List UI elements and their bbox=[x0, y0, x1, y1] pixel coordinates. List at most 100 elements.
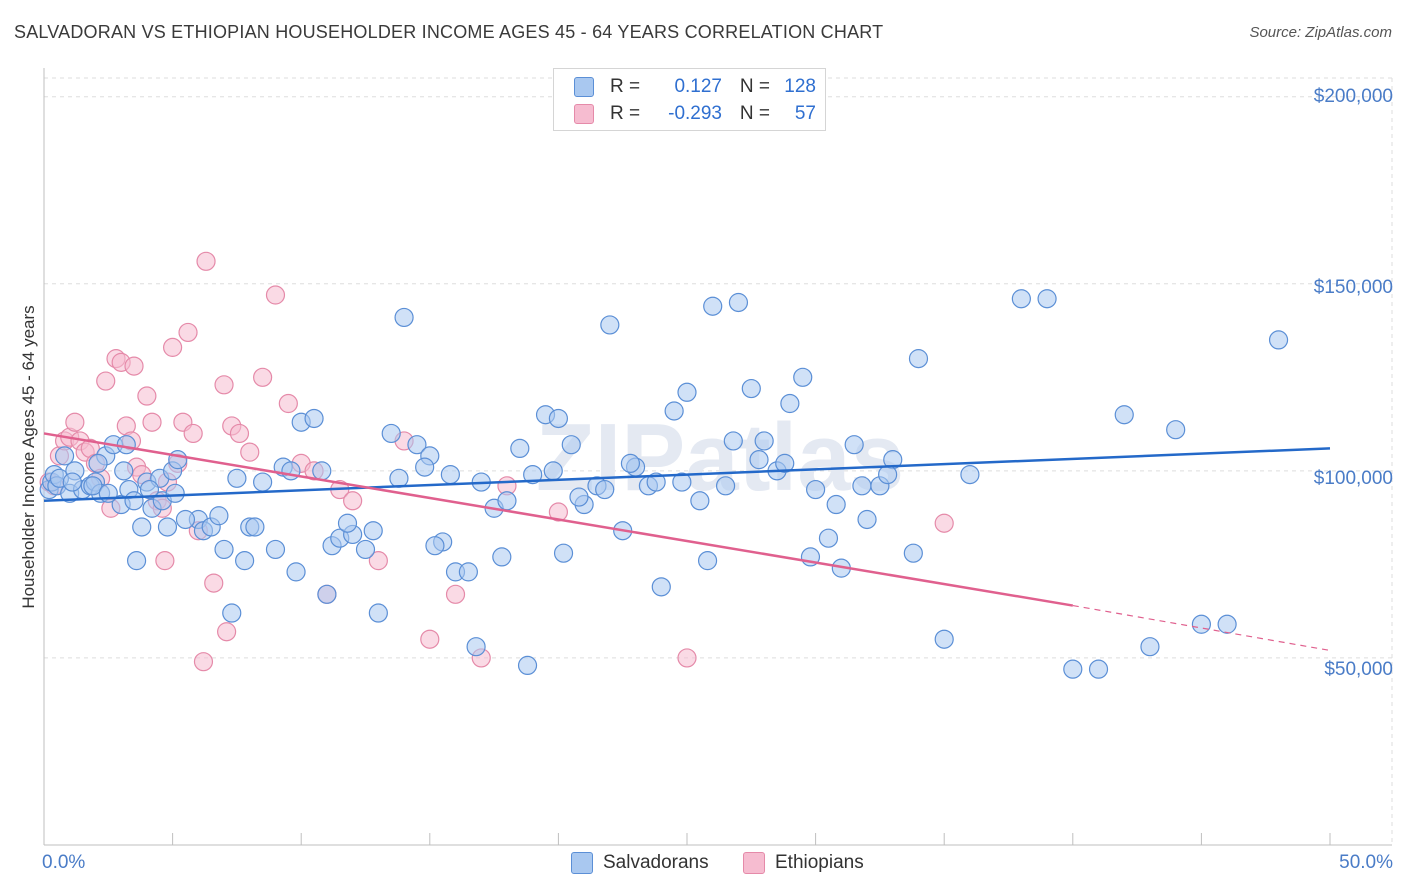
y-axis-label: Householder Income Ages 45 - 64 years bbox=[19, 305, 38, 609]
data-point bbox=[157, 517, 178, 537]
data-point bbox=[620, 453, 641, 473]
data-point bbox=[523, 464, 543, 485]
bottom-legend-label: Ethiopians bbox=[775, 852, 864, 873]
data-point bbox=[1166, 420, 1186, 440]
salvadorans-points bbox=[39, 289, 1289, 679]
data-point bbox=[878, 464, 898, 485]
data-point bbox=[741, 378, 761, 399]
data-point bbox=[664, 401, 684, 421]
data-point bbox=[196, 251, 216, 271]
data-point bbox=[363, 521, 383, 541]
data-point bbox=[749, 450, 769, 470]
data-point bbox=[1191, 614, 1212, 634]
r-label: R = bbox=[610, 103, 641, 124]
data-point bbox=[126, 551, 147, 571]
data-point bbox=[908, 349, 929, 369]
r-value: 0.127 bbox=[674, 76, 722, 97]
n-value: 128 bbox=[784, 76, 816, 97]
data-point bbox=[497, 491, 517, 511]
data-point bbox=[355, 539, 376, 560]
data-point bbox=[561, 435, 581, 455]
data-point bbox=[1011, 289, 1031, 309]
data-point bbox=[88, 453, 108, 473]
data-point bbox=[672, 472, 692, 492]
data-point bbox=[168, 450, 188, 470]
data-point bbox=[857, 509, 877, 530]
data-point bbox=[214, 539, 234, 560]
ethiopians-trend-line bbox=[43, 432, 1074, 607]
bottom-legend-swatch-pink bbox=[743, 852, 765, 874]
data-point bbox=[543, 461, 563, 481]
data-point bbox=[312, 461, 332, 481]
data-point bbox=[281, 461, 301, 481]
r-label: R = bbox=[610, 76, 641, 97]
data-point bbox=[245, 517, 265, 537]
data-point bbox=[54, 446, 75, 466]
data-point bbox=[793, 367, 813, 387]
data-point bbox=[142, 412, 162, 432]
data-point bbox=[62, 472, 82, 492]
data-point bbox=[1217, 614, 1237, 634]
data-point bbox=[425, 536, 445, 556]
y-tick-label-100k: $100,000 bbox=[1313, 468, 1393, 489]
data-point bbox=[415, 457, 435, 477]
watermark: ZIPatlas bbox=[536, 404, 904, 511]
data-point bbox=[124, 356, 144, 376]
data-point bbox=[343, 491, 363, 511]
data-point bbox=[124, 491, 144, 511]
data-point bbox=[728, 292, 749, 313]
data-point bbox=[407, 435, 427, 455]
data-point bbox=[317, 584, 337, 604]
data-point bbox=[222, 603, 242, 623]
data-point bbox=[600, 315, 620, 335]
data-point bbox=[394, 307, 414, 328]
data-point bbox=[646, 472, 666, 492]
data-point bbox=[132, 517, 152, 537]
data-point bbox=[214, 375, 234, 395]
data-point bbox=[96, 371, 116, 391]
data-point bbox=[805, 479, 826, 500]
data-point bbox=[304, 408, 324, 429]
data-point bbox=[240, 442, 260, 462]
data-point bbox=[548, 502, 569, 522]
data-point bbox=[175, 509, 196, 530]
n-label: N = bbox=[739, 76, 770, 97]
data-point bbox=[844, 435, 864, 455]
data-point bbox=[852, 476, 872, 496]
data-point bbox=[1037, 289, 1057, 309]
data-point bbox=[960, 464, 980, 485]
bottom-legend-salvadorans: Salvadorans bbox=[571, 852, 709, 874]
data-point bbox=[1088, 659, 1109, 679]
data-point bbox=[235, 551, 255, 571]
data-point bbox=[1114, 405, 1134, 425]
data-point bbox=[116, 435, 136, 455]
n-label: N = bbox=[739, 103, 770, 124]
data-point bbox=[780, 393, 800, 414]
data-point bbox=[155, 551, 175, 571]
data-point bbox=[445, 584, 466, 604]
legend-swatch-blue bbox=[574, 77, 594, 97]
data-point bbox=[368, 603, 388, 623]
r-value: -0.293 bbox=[668, 103, 722, 124]
stats-legend: R = 0.127 N = 128 R = -0.293 N = 57 bbox=[553, 68, 826, 131]
data-point bbox=[163, 337, 183, 357]
data-point bbox=[265, 285, 286, 305]
data-point bbox=[723, 431, 743, 451]
legend-row-ethiopians: R = -0.293 N = 57 bbox=[574, 101, 816, 127]
data-point bbox=[1063, 659, 1083, 679]
data-point bbox=[569, 487, 589, 507]
data-point bbox=[903, 543, 923, 563]
data-point bbox=[165, 483, 185, 503]
data-point bbox=[114, 461, 134, 481]
data-point bbox=[389, 468, 409, 488]
data-point bbox=[1268, 330, 1289, 350]
data-point bbox=[183, 423, 203, 444]
x-tick-label-max: 50.0% bbox=[1339, 852, 1393, 873]
data-point bbox=[677, 382, 697, 402]
data-point bbox=[193, 652, 214, 672]
data-point bbox=[381, 423, 401, 444]
legend-row-salvadorans: R = 0.127 N = 128 bbox=[574, 74, 816, 100]
salvadorans-trend-line bbox=[43, 447, 1331, 503]
data-point bbox=[934, 629, 954, 649]
